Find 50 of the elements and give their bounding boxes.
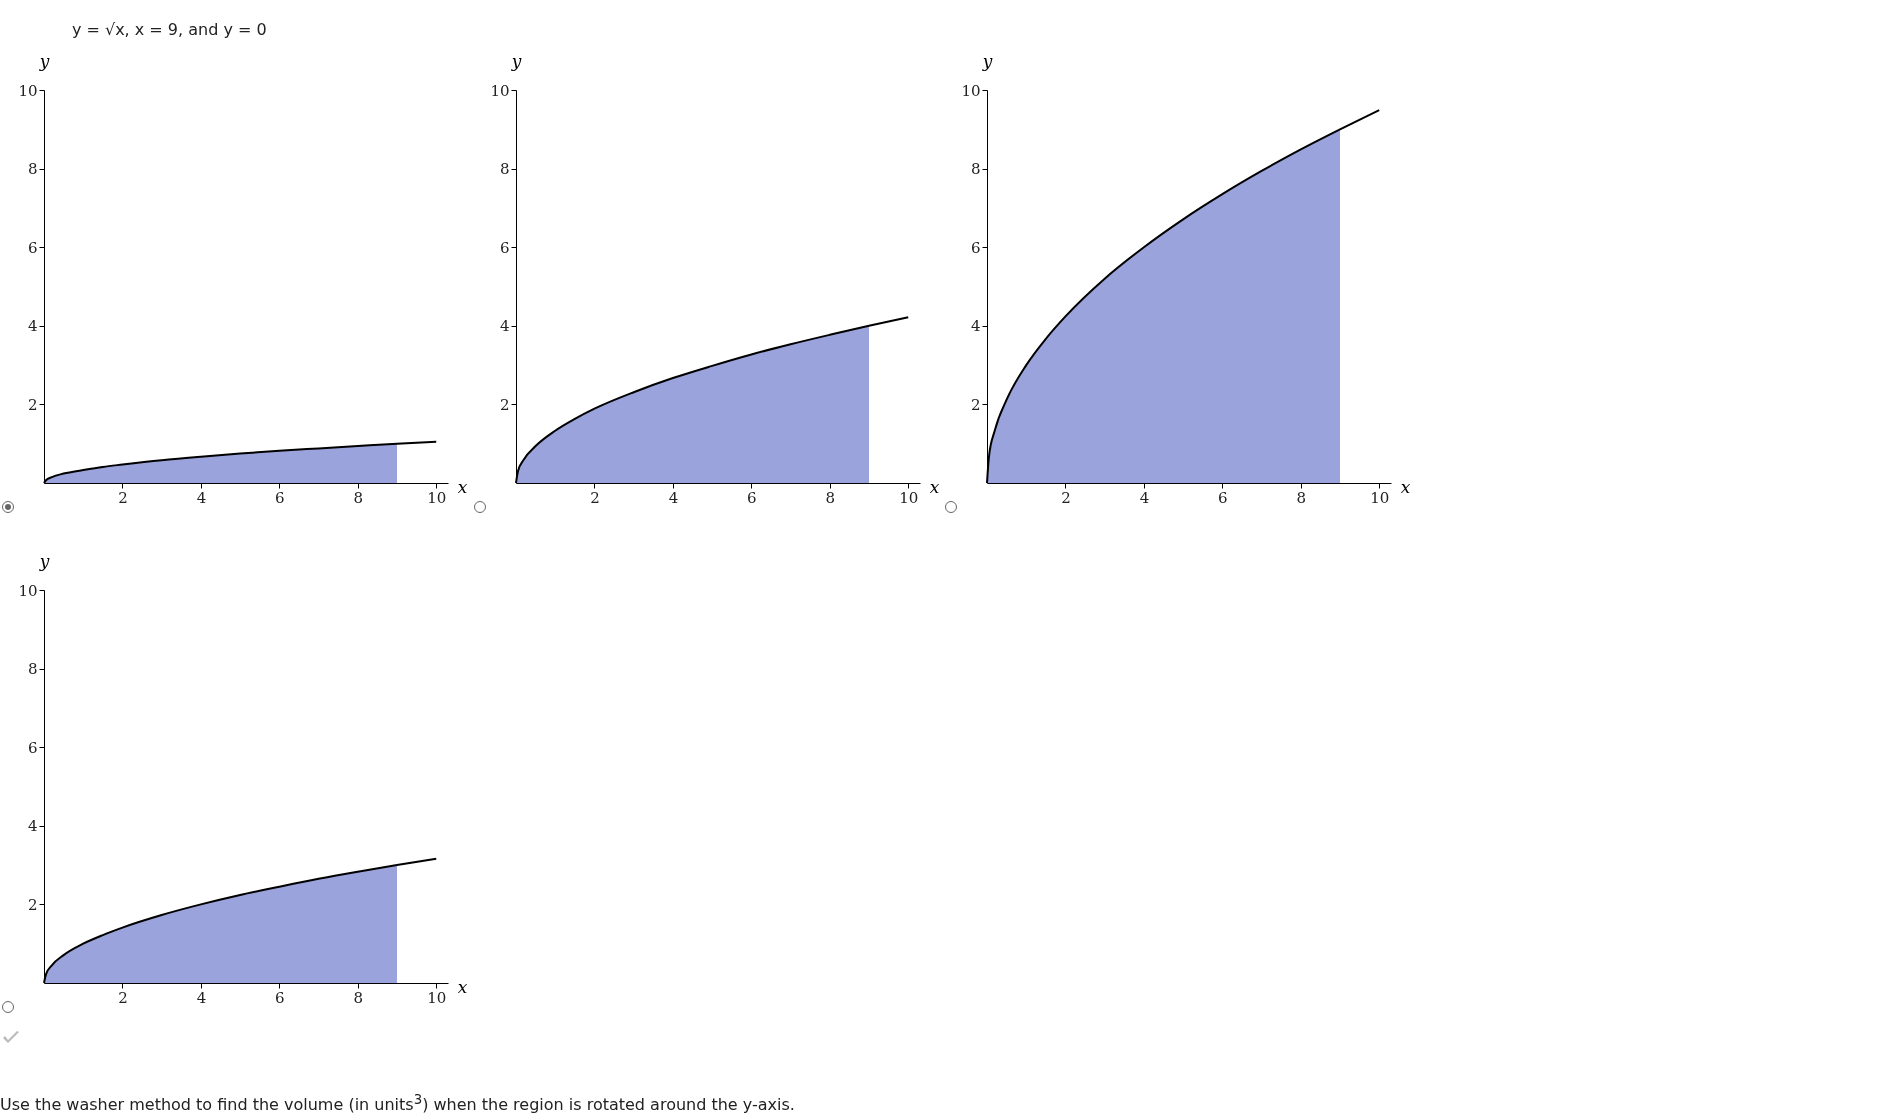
x-tick-label: 4 [668, 488, 679, 507]
x-axis-title: x [1400, 476, 1411, 497]
x-tick-label: 6 [1218, 488, 1228, 507]
y-tick-label: 6 [27, 738, 38, 757]
chart-title: y = √x, x = 9, and y = 0 [71, 20, 267, 39]
y-tick-label: 8 [27, 160, 38, 179]
y-tick-label: 2 [970, 395, 981, 414]
x-tick-label: 6 [275, 988, 285, 1007]
y-tick-label: 4 [970, 317, 981, 336]
y-tick-label: 2 [499, 395, 510, 414]
y-tick-label: 8 [499, 160, 510, 179]
text: Use the washer method to find the volume (in units$^{3}$) when the region is rotated around the y-axis. [0, 1092, 795, 1115]
x-tick-label: 6 [747, 488, 757, 507]
x-tick-label: 2 [118, 988, 128, 1007]
x-axis-title: x [929, 476, 940, 497]
y-tick-label: 6 [499, 238, 510, 257]
x-axis-title: x [457, 476, 468, 497]
y-tick-label: 2 [27, 395, 38, 414]
y-tick-label: 6 [970, 238, 981, 257]
y-tick-label: 10 [961, 81, 981, 100]
y-tick-label: 10 [490, 81, 510, 100]
x-tick-label: 10 [427, 988, 447, 1007]
x-tick-label: 10 [1370, 488, 1390, 507]
x-tick-label: 4 [1139, 488, 1150, 507]
y-axis-title: y [981, 50, 993, 71]
y-tick-label: 4 [27, 317, 38, 336]
x-tick-label: 8 [353, 988, 364, 1007]
y-tick-label: 2 [27, 895, 38, 914]
y-axis-title: y [38, 550, 50, 571]
x-tick-label: 4 [196, 988, 207, 1007]
x-tick-label: 8 [825, 488, 836, 507]
y-tick-label: 10 [18, 81, 38, 100]
x-tick-label: 2 [1061, 488, 1071, 507]
x-tick-label: 10 [899, 488, 919, 507]
x-tick-label: 8 [1296, 488, 1307, 507]
x-tick-label: 8 [353, 488, 364, 507]
x-tick-label: 4 [196, 488, 207, 507]
y-tick-label: 8 [970, 160, 981, 179]
y-axis-title: y [38, 50, 50, 71]
y-tick-label: 4 [27, 817, 38, 836]
y-axis-title: y [510, 50, 522, 71]
x-tick-label: 6 [275, 488, 285, 507]
x-tick-label: 10 [427, 488, 447, 507]
y-tick-label: 6 [27, 238, 38, 257]
y-tick-label: 10 [18, 581, 38, 600]
x-tick-label: 2 [118, 488, 128, 507]
x-tick-label: 2 [590, 488, 600, 507]
x-axis-title: x [457, 976, 468, 997]
y-tick-label: 8 [27, 660, 38, 679]
y-tick-label: 4 [499, 317, 510, 336]
